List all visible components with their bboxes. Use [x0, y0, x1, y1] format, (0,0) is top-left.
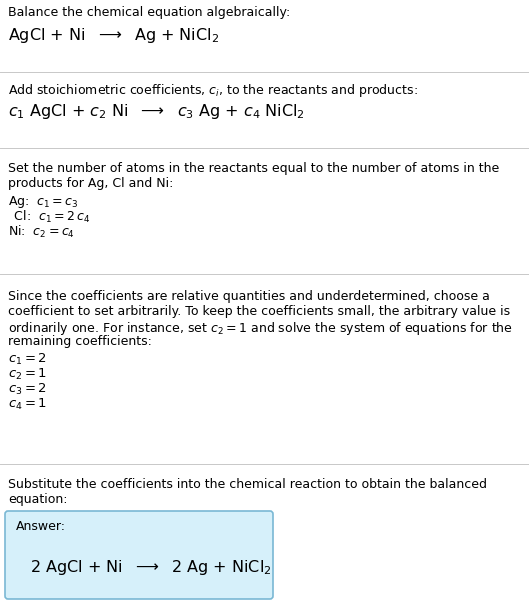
Text: AgCl + Ni  $\longrightarrow$  Ag + NiCl$_2$: AgCl + Ni $\longrightarrow$ Ag + NiCl$_2… — [8, 26, 219, 45]
Text: Cl:  $c_1 = 2\,c_4$: Cl: $c_1 = 2\,c_4$ — [10, 209, 90, 225]
Text: $c_2 = 1$: $c_2 = 1$ — [8, 367, 47, 382]
Text: $c_1 = 2$: $c_1 = 2$ — [8, 352, 47, 367]
Text: Substitute the coefficients into the chemical reaction to obtain the balanced: Substitute the coefficients into the che… — [8, 478, 487, 491]
Text: Add stoichiometric coefficients, $c_i$, to the reactants and products:: Add stoichiometric coefficients, $c_i$, … — [8, 82, 418, 99]
Text: $c_3 = 2$: $c_3 = 2$ — [8, 382, 47, 397]
FancyBboxPatch shape — [5, 511, 273, 599]
Text: Set the number of atoms in the reactants equal to the number of atoms in the: Set the number of atoms in the reactants… — [8, 162, 499, 175]
Text: Since the coefficients are relative quantities and underdetermined, choose a: Since the coefficients are relative quan… — [8, 290, 490, 303]
Text: equation:: equation: — [8, 493, 68, 506]
Text: ordinarily one. For instance, set $c_2 = 1$ and solve the system of equations fo: ordinarily one. For instance, set $c_2 =… — [8, 320, 513, 337]
Text: 2 AgCl + Ni  $\longrightarrow$  2 Ag + NiCl$_2$: 2 AgCl + Ni $\longrightarrow$ 2 Ag + NiC… — [30, 558, 271, 577]
Text: $c_1$ AgCl + $c_2$ Ni  $\longrightarrow$  $c_3$ Ag + $c_4$ NiCl$_2$: $c_1$ AgCl + $c_2$ Ni $\longrightarrow$ … — [8, 102, 305, 121]
Text: Ni:  $c_2 = c_4$: Ni: $c_2 = c_4$ — [8, 224, 75, 240]
Text: Ag:  $c_1 = c_3$: Ag: $c_1 = c_3$ — [8, 194, 78, 210]
Text: Balance the chemical equation algebraically:: Balance the chemical equation algebraica… — [8, 6, 290, 19]
Text: coefficient to set arbitrarily. To keep the coefficients small, the arbitrary va: coefficient to set arbitrarily. To keep … — [8, 305, 510, 318]
Text: Answer:: Answer: — [16, 520, 66, 533]
Text: products for Ag, Cl and Ni:: products for Ag, Cl and Ni: — [8, 177, 174, 190]
Text: remaining coefficients:: remaining coefficients: — [8, 335, 152, 348]
Text: $c_4 = 1$: $c_4 = 1$ — [8, 397, 47, 412]
